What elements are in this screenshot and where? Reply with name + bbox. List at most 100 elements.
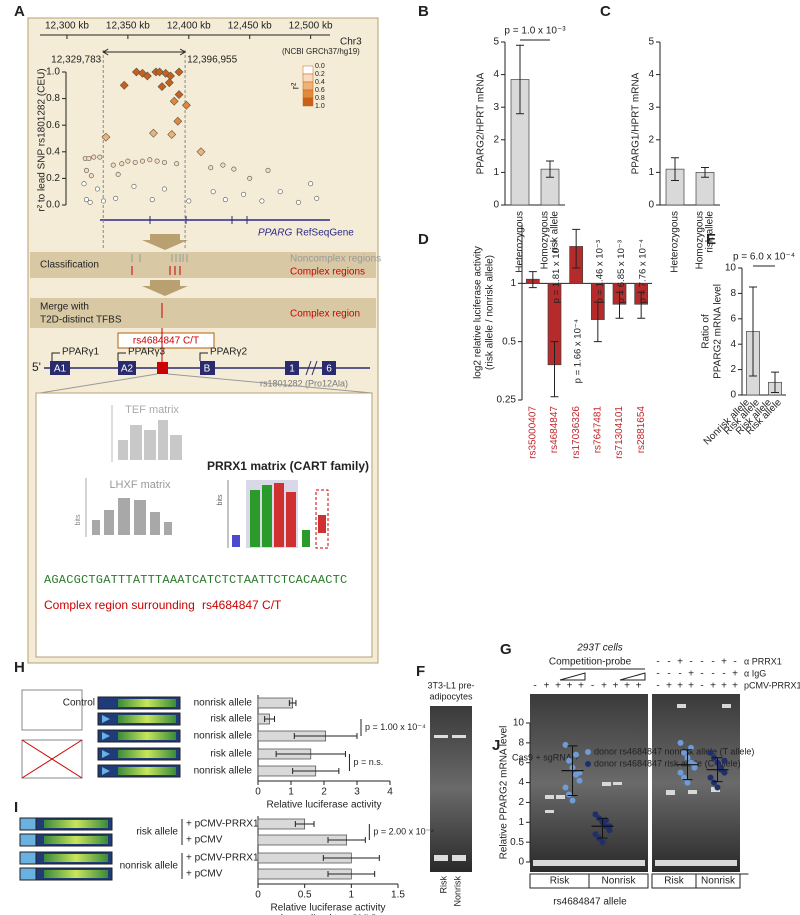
lane-sign: +: [636, 681, 642, 692]
point: [149, 128, 158, 138]
construct-luc: [118, 732, 176, 740]
lhxf-logo: [92, 498, 172, 535]
error-bar: [327, 837, 366, 843]
competition-label: Competition-probe: [549, 657, 632, 668]
legend-text: Complex region: [290, 309, 360, 320]
construct-arrow: [102, 767, 110, 775]
point: [119, 80, 129, 90]
legend-swatch: [302, 65, 314, 75]
gel-bands: [533, 704, 737, 866]
complex-ticks: [131, 266, 181, 275]
p-value: p = 6.0 x 10⁻⁴: [733, 252, 795, 263]
y-tick-label: 0.2: [46, 173, 60, 184]
x-tick-label: 12,450 kb: [228, 21, 272, 32]
row-label: α PRRX1: [744, 656, 782, 666]
x-tick-label: rs71304101: [614, 406, 625, 459]
p-value: p = 1.81 x 10⁻³: [551, 240, 562, 303]
y-tick-label: 3: [493, 102, 499, 113]
lane-sign: -: [533, 681, 536, 692]
group-label: Risk: [664, 876, 684, 887]
category-label: risk allele: [210, 749, 252, 760]
x-tick-label: 0: [255, 787, 261, 798]
error-bar: [292, 768, 340, 774]
x-tick-label: rs17036326: [571, 406, 582, 459]
point: [154, 158, 160, 164]
lane-sign: +: [732, 669, 738, 680]
x-tick-label: 1: [349, 890, 355, 901]
point: [562, 741, 569, 748]
construct-luc: [118, 767, 176, 775]
y-tick-label: 0: [730, 390, 736, 401]
point: [566, 791, 572, 798]
panel-label: F: [416, 663, 425, 680]
point: [569, 797, 576, 804]
lane-sign: -: [667, 669, 670, 680]
y-tick-label: 0: [518, 857, 524, 868]
footer: Complex region surrounding: [44, 598, 195, 612]
point: [113, 195, 119, 201]
point: [186, 198, 192, 204]
group-label: nonrisk allele: [120, 861, 179, 872]
point: [247, 175, 253, 181]
legend-title: Cas9 + sgRNA +: [512, 752, 579, 762]
category-label: + pCMV: [186, 835, 223, 846]
construct-luc: [44, 854, 108, 862]
lane-sign: +: [567, 681, 573, 692]
point: [277, 189, 283, 195]
point: [265, 167, 271, 173]
construct-luc: [118, 750, 176, 758]
construct-arrow: [102, 750, 110, 758]
y-tick-label: 0.25: [497, 395, 517, 406]
point: [592, 831, 599, 838]
merge-band: [30, 298, 376, 328]
y-tick-label: 4: [493, 69, 499, 80]
gene-suffix: RefSeqGene: [296, 228, 354, 239]
x-tick-label: 4: [387, 787, 393, 798]
point: [231, 166, 237, 172]
point: [721, 757, 728, 764]
legend-marker: [585, 761, 591, 767]
y-axis-label: r² to lead SNP rs1801282 (CEU): [37, 68, 48, 211]
y-tick-label: 8: [730, 288, 736, 299]
x-axis-label: Relative luciferase activity: [270, 903, 385, 914]
cell-label: 3T3-L1 pre-: [427, 680, 474, 690]
point: [599, 839, 606, 846]
lane-sign: +: [688, 669, 694, 680]
point: [566, 757, 572, 764]
legend-text: Complex regions: [290, 267, 365, 278]
sd-bar: [597, 817, 608, 839]
point: [142, 71, 152, 81]
lane-sign: -: [689, 657, 692, 668]
y-axis-label: (risk allele / nonrisk allele): [485, 255, 496, 370]
point: [87, 199, 93, 205]
step-label: Merge with: [40, 302, 89, 313]
x-tick-label: 0: [255, 890, 261, 901]
lane-sign: +: [721, 681, 727, 692]
five-prime: 5': [32, 360, 41, 374]
point: [573, 751, 579, 758]
y-tick-label: 5: [493, 37, 499, 48]
group-label: Control: [63, 698, 95, 709]
legend-label: donor rs4684847 risk allele (C allele): [594, 758, 741, 768]
motif-cross: [21, 739, 83, 779]
y-tick-label: 1: [518, 817, 524, 828]
point: [295, 199, 301, 205]
point: [119, 161, 125, 167]
lane-sign: -: [656, 657, 659, 668]
point: [101, 132, 111, 142]
x-tick-label: 3: [354, 787, 360, 798]
lane-label: Nonrisk: [452, 876, 462, 907]
break: [305, 360, 318, 376]
group-box: [695, 873, 741, 889]
lane-sign: -: [711, 669, 714, 680]
category-label: + pCMV-PRRX1: [186, 819, 259, 830]
y-tick-label: 2: [493, 134, 499, 145]
point: [241, 191, 247, 197]
sequence: AGACGCTGATTTATTTAAATCATCTCTAATTCTCACAACT…: [44, 573, 347, 587]
y-tick-label: 8: [518, 737, 524, 748]
zoom-lines: [39, 373, 373, 394]
point: [174, 67, 184, 77]
legend-swatch: [302, 81, 314, 91]
point: [131, 183, 137, 189]
exon-label: A2: [121, 364, 134, 375]
